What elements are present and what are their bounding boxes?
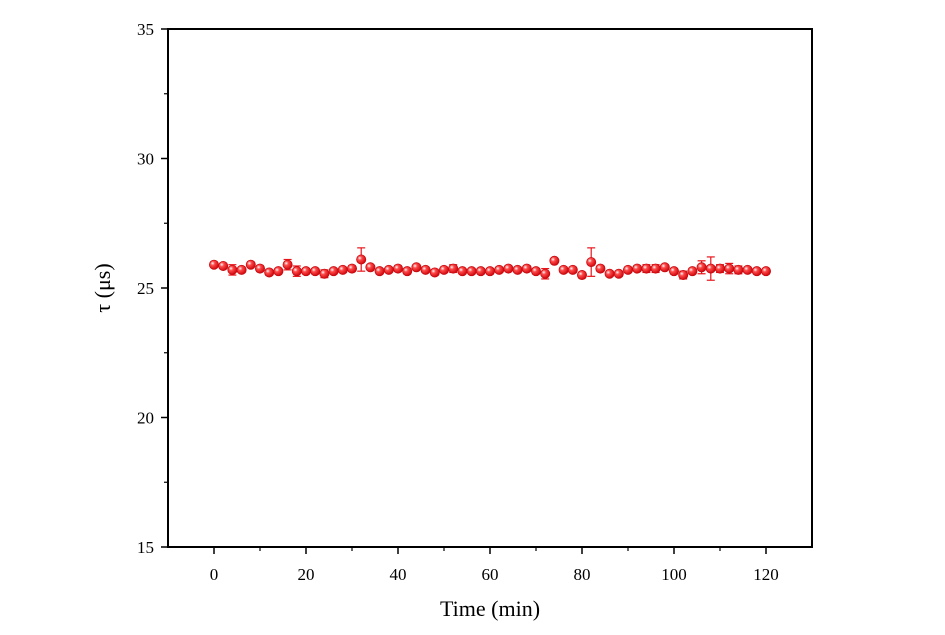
- data-point: [310, 266, 321, 277]
- data-point: [761, 266, 772, 277]
- data-point: [227, 264, 238, 275]
- data-point: [411, 262, 422, 273]
- data-point: [402, 266, 413, 277]
- data-point: [475, 266, 486, 277]
- data-point: [494, 264, 505, 275]
- y-tick-label: 15: [137, 538, 154, 557]
- plot-area-frame: [167, 28, 813, 548]
- data-point: [383, 264, 394, 275]
- data-point: [540, 268, 551, 279]
- data-point: [567, 264, 578, 275]
- data-point: [558, 264, 569, 275]
- data-point: [531, 266, 542, 277]
- data-point: [613, 268, 624, 279]
- data-point: [512, 264, 523, 275]
- data-point: [448, 263, 459, 274]
- data-point: [733, 264, 744, 275]
- data-point: [300, 266, 311, 277]
- data-point: [669, 266, 680, 277]
- data-point: [623, 264, 634, 275]
- x-tick-label: 80: [574, 565, 591, 584]
- data-point: [696, 262, 707, 273]
- data-point: [273, 266, 284, 277]
- data-points: [208, 254, 772, 281]
- data-point: [705, 263, 716, 274]
- data-point: [659, 262, 670, 273]
- data-point: [392, 263, 403, 274]
- data-point: [420, 264, 431, 275]
- y-tick-label: 25: [137, 279, 154, 298]
- data-point: [521, 263, 532, 274]
- data-point: [264, 267, 275, 278]
- data-point: [466, 266, 477, 277]
- data-point: [236, 264, 247, 275]
- x-axis: 0 20 40 60 80 100 120: [210, 547, 779, 584]
- data-point: [208, 259, 219, 270]
- data-point: [604, 268, 615, 279]
- x-tick-label: 20: [298, 565, 315, 584]
- data-point: [577, 270, 588, 281]
- data-point: [724, 263, 735, 274]
- data-point: [641, 263, 652, 274]
- y-axis: 15 20 25 30 35: [137, 20, 168, 557]
- data-point: [438, 264, 449, 275]
- data-point: [586, 257, 597, 268]
- data-point: [328, 266, 339, 277]
- data-point: [687, 266, 698, 277]
- data-point: [374, 266, 385, 277]
- data-point: [245, 259, 256, 270]
- data-point: [650, 263, 661, 274]
- data-point: [346, 263, 357, 274]
- data-point: [742, 264, 753, 275]
- x-tick-label: 60: [482, 565, 499, 584]
- data-point: [319, 268, 330, 279]
- data-point: [751, 266, 762, 277]
- data-point: [218, 260, 229, 271]
- data-point: [337, 264, 348, 275]
- x-tick-label: 40: [390, 565, 407, 584]
- data-point: [503, 263, 514, 274]
- x-tick-label: 0: [210, 565, 219, 584]
- y-axis-title: τ (μs): [90, 263, 115, 312]
- data-point: [457, 266, 468, 277]
- data-point: [678, 270, 689, 281]
- data-point: [254, 263, 265, 274]
- y-tick-label: 20: [137, 409, 154, 428]
- data-point: [595, 263, 606, 274]
- data-point: [715, 263, 726, 274]
- x-axis-title: Time (min): [440, 596, 540, 621]
- y-tick-label: 30: [137, 150, 154, 169]
- data-point: [632, 263, 643, 274]
- data-point: [429, 267, 440, 278]
- x-tick-label: 120: [753, 565, 779, 584]
- data-point: [282, 259, 293, 270]
- data-point: [356, 254, 367, 265]
- data-point: [365, 262, 376, 273]
- data-point: [484, 266, 495, 277]
- y-tick-label: 35: [137, 20, 154, 39]
- x-tick-label: 100: [661, 565, 687, 584]
- data-point: [549, 255, 560, 266]
- data-point: [291, 266, 302, 277]
